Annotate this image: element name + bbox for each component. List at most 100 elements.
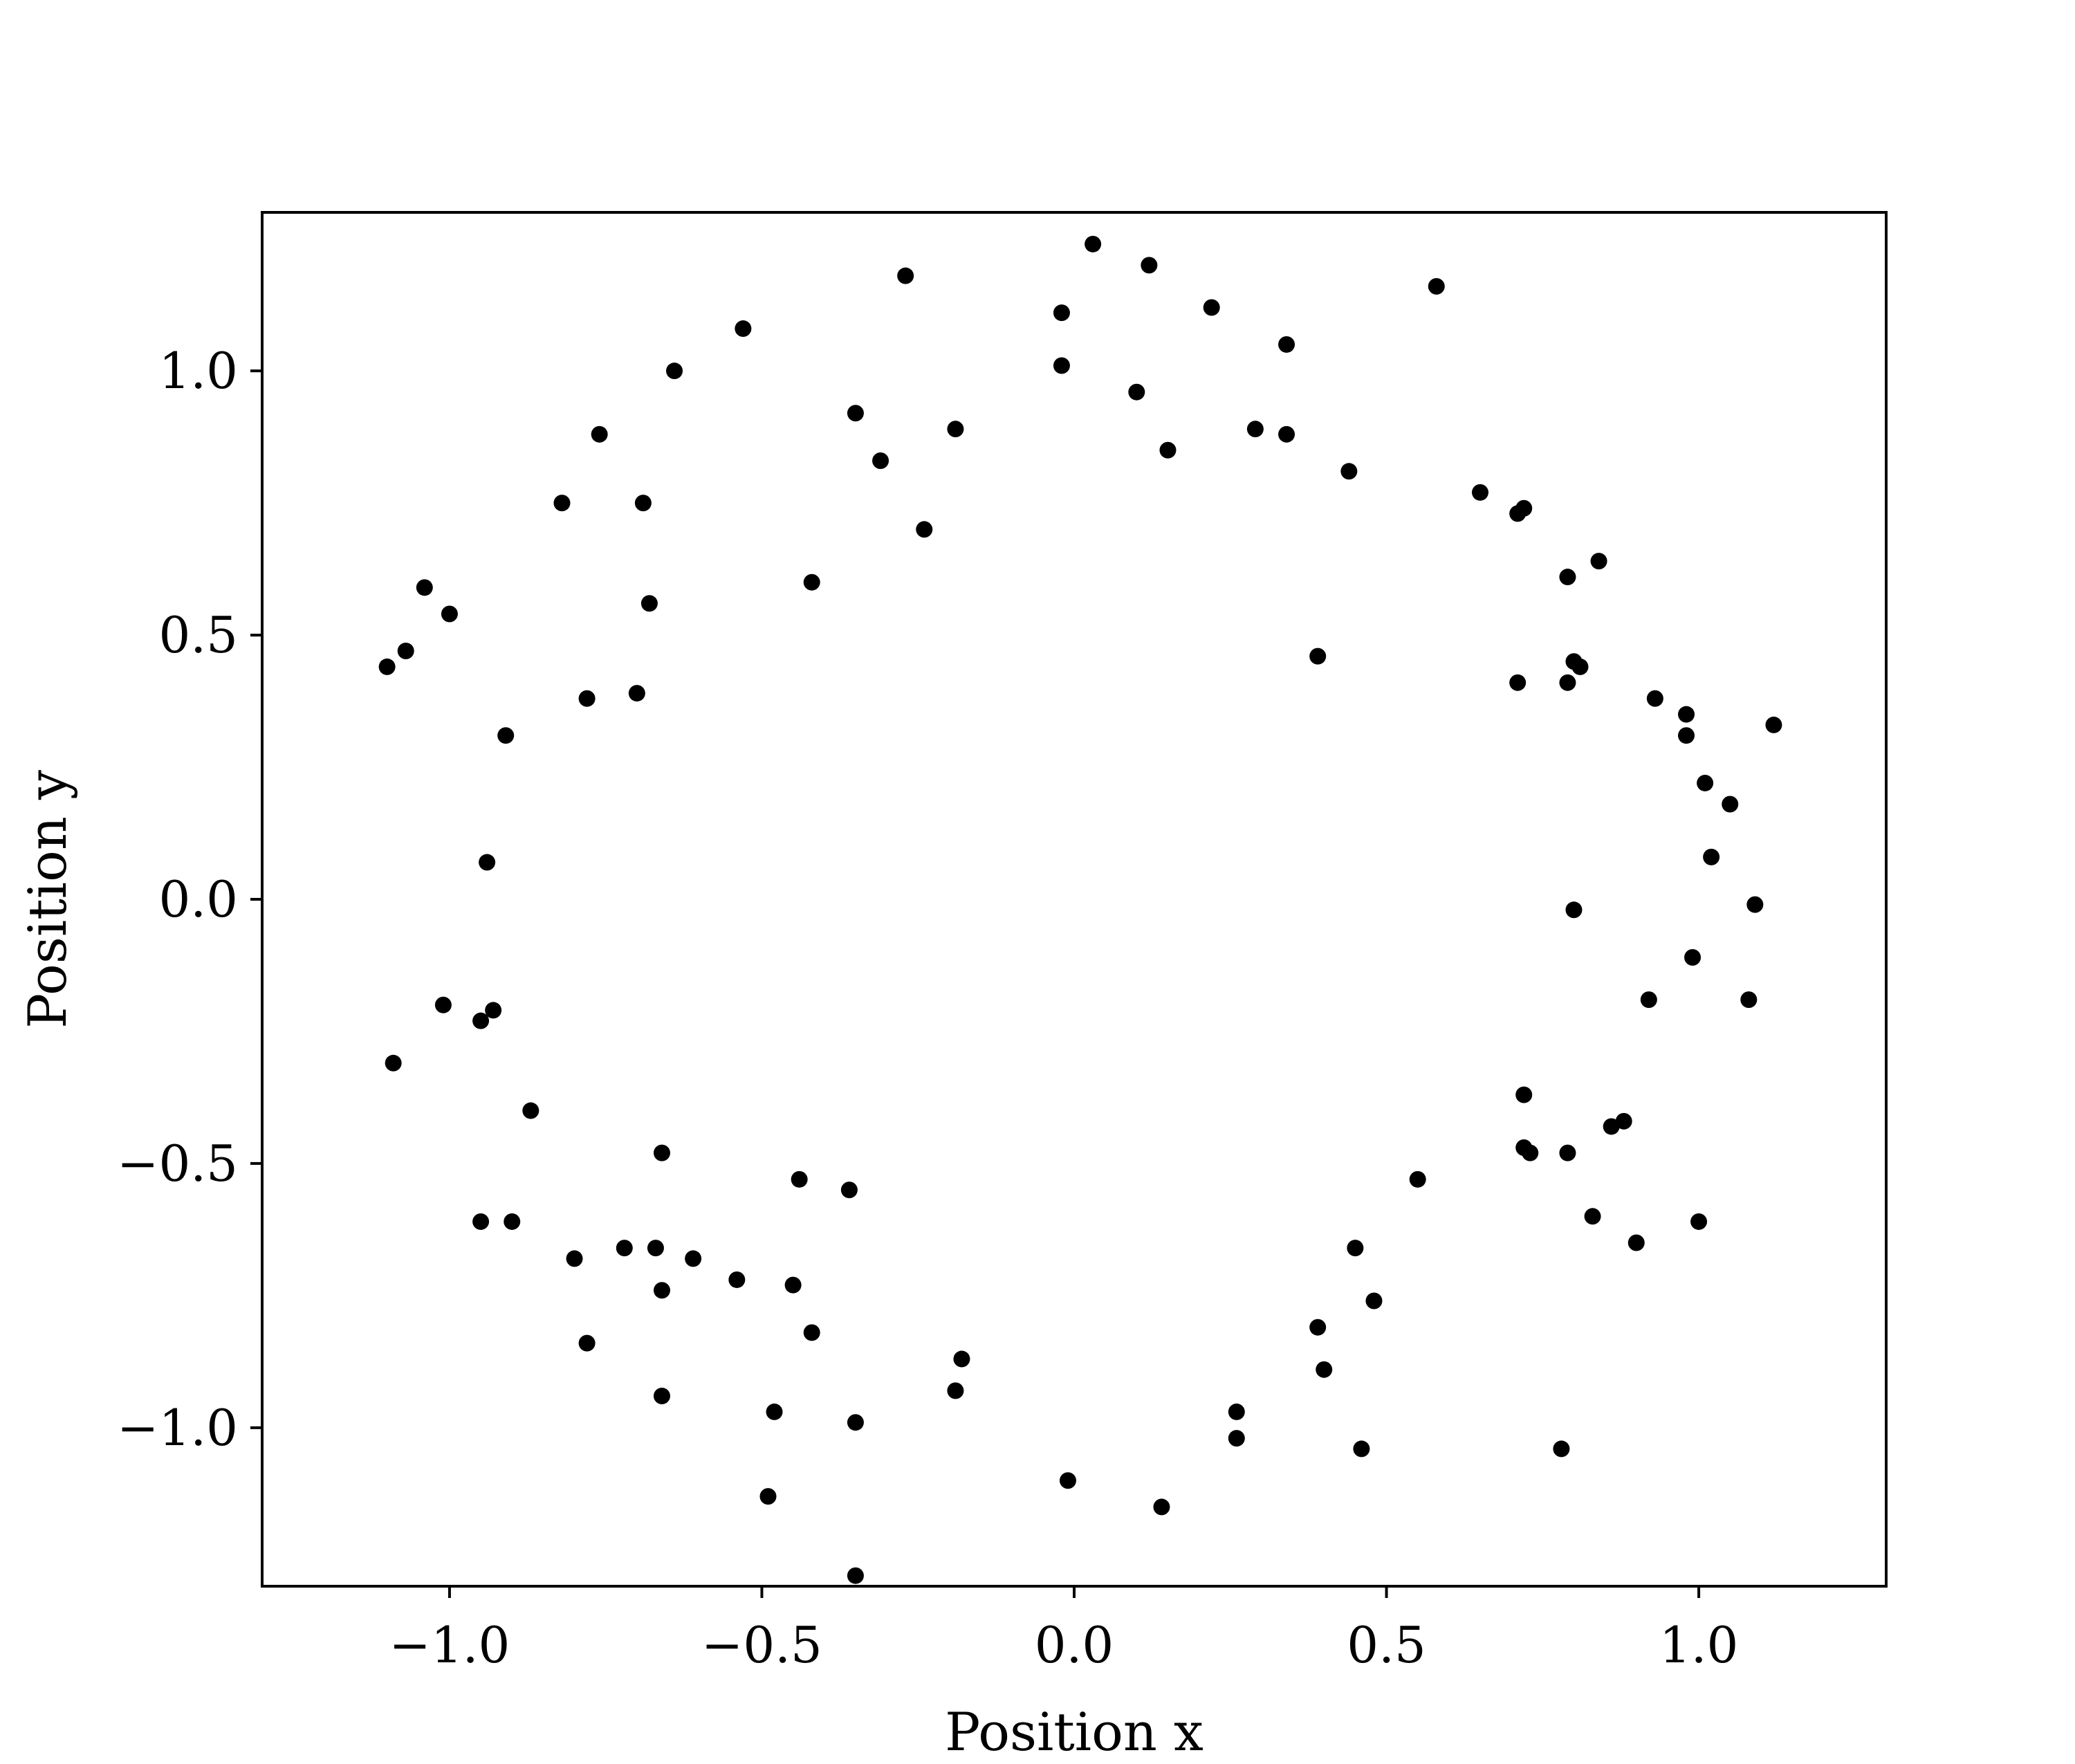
data-point <box>397 642 414 659</box>
data-point <box>1409 1170 1426 1188</box>
data-point <box>916 521 933 538</box>
data-point <box>1640 991 1657 1009</box>
data-point <box>1678 706 1695 723</box>
data-point <box>1722 796 1739 813</box>
data-point <box>1053 304 1070 322</box>
data-point <box>497 727 515 744</box>
y-axis-ticks: −1.0 −0.5 0.0 0.5 1.0 <box>117 342 262 1457</box>
data-point <box>1565 901 1583 919</box>
data-point <box>653 1282 670 1299</box>
x-tick-label: 0.0 <box>1035 1616 1114 1674</box>
data-point <box>1559 569 1576 586</box>
data-point <box>1203 299 1220 316</box>
data-point <box>1059 1472 1076 1489</box>
data-point <box>628 685 645 702</box>
data-point <box>472 1213 490 1230</box>
data-point <box>947 1382 964 1399</box>
data-point <box>1141 257 1158 274</box>
y-axis-label: Position y <box>17 770 78 1029</box>
data-point <box>504 1213 521 1230</box>
data-point <box>479 854 496 871</box>
points-layer <box>378 235 1782 1584</box>
data-point <box>434 996 452 1013</box>
data-point <box>872 452 889 470</box>
data-point <box>640 595 658 612</box>
data-point <box>416 579 433 596</box>
data-point <box>566 1250 583 1267</box>
data-point <box>1684 949 1702 966</box>
x-axis-ticks: −1.0 −0.5 0.0 0.5 1.0 <box>389 1586 1739 1674</box>
data-point <box>1228 1430 1245 1447</box>
data-point <box>553 495 571 512</box>
data-point <box>803 1324 820 1341</box>
data-point <box>1228 1403 1245 1420</box>
data-point <box>441 605 458 623</box>
data-point <box>1428 277 1445 295</box>
data-point <box>616 1240 633 1257</box>
data-point <box>1615 1112 1632 1130</box>
data-point <box>1278 425 1295 443</box>
data-point <box>1553 1440 1570 1458</box>
data-point <box>847 1414 864 1431</box>
data-point <box>784 1276 802 1294</box>
data-point <box>803 573 820 591</box>
x-axis-label: Position x <box>945 1701 1204 1763</box>
data-point <box>1646 690 1663 707</box>
data-point <box>1278 336 1295 353</box>
data-point <box>1603 1118 1620 1135</box>
y-tick-label: 0.5 <box>158 606 238 664</box>
data-point <box>1697 774 1714 791</box>
data-point <box>728 1271 746 1288</box>
data-point <box>1347 1240 1364 1257</box>
data-point <box>653 1388 670 1405</box>
x-tick-label: 1.0 <box>1659 1616 1739 1674</box>
data-point <box>947 421 964 438</box>
y-tick-label: 0.0 <box>158 870 238 928</box>
data-point <box>653 1144 670 1161</box>
data-point <box>578 690 596 707</box>
data-point <box>1522 1144 1539 1161</box>
data-point <box>578 1334 596 1352</box>
data-point <box>953 1350 970 1368</box>
data-point <box>666 362 683 380</box>
data-point <box>759 1488 777 1505</box>
y-tick-label: −1.0 <box>117 1399 238 1457</box>
x-tick-label: 0.5 <box>1347 1616 1426 1674</box>
data-point <box>1571 658 1589 675</box>
data-point <box>1740 991 1758 1009</box>
data-point <box>1590 553 1607 570</box>
data-point <box>1340 463 1358 480</box>
data-point <box>1678 727 1695 744</box>
data-point <box>735 320 752 338</box>
data-point <box>522 1102 540 1119</box>
data-point <box>1515 499 1533 517</box>
data-point <box>378 658 396 675</box>
data-point <box>1515 1086 1533 1103</box>
data-point <box>1559 1144 1576 1161</box>
data-point <box>847 405 864 422</box>
y-tick-label: 1.0 <box>158 342 238 400</box>
data-point <box>1559 674 1576 691</box>
data-point <box>1365 1292 1383 1310</box>
data-point <box>1246 421 1264 438</box>
data-point <box>591 425 608 443</box>
data-point <box>840 1182 858 1199</box>
data-point <box>766 1403 783 1420</box>
data-point <box>685 1250 702 1267</box>
data-point <box>1085 235 1102 252</box>
data-point <box>897 267 914 284</box>
data-point <box>1316 1361 1333 1378</box>
data-point <box>791 1170 808 1188</box>
data-point <box>1690 1213 1708 1230</box>
data-point <box>1746 896 1764 913</box>
data-point <box>847 1567 864 1584</box>
data-point <box>1309 1319 1327 1336</box>
data-point <box>1584 1208 1601 1225</box>
data-point <box>647 1240 664 1257</box>
data-point <box>1627 1234 1645 1251</box>
data-point <box>1128 383 1145 401</box>
data-point <box>1472 484 1488 501</box>
data-point <box>634 495 652 512</box>
data-point <box>385 1054 402 1072</box>
